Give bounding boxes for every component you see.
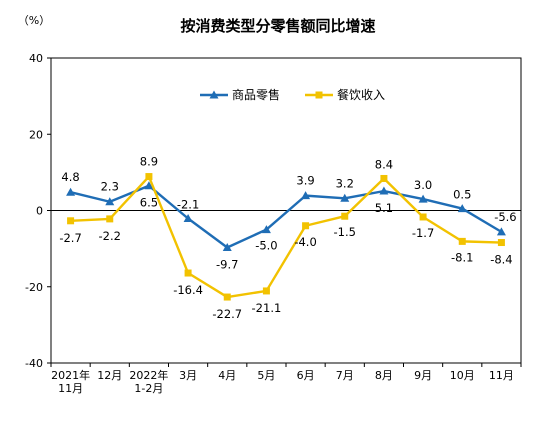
x-tick-label: 12月 — [97, 369, 122, 382]
data-label: 3.0 — [414, 178, 432, 192]
data-label: -4.0 — [294, 235, 316, 249]
x-tick-label: 2022年 — [129, 368, 168, 382]
data-label: -9.7 — [216, 257, 238, 271]
x-tick-label: 3月 — [179, 369, 197, 382]
point-marker-triangle — [418, 194, 428, 203]
data-label: 2.3 — [101, 180, 119, 194]
data-label: -2.7 — [59, 231, 81, 245]
y-tick-label: 20 — [29, 128, 43, 141]
point-marker-square — [458, 237, 466, 245]
series-line — [70, 184, 503, 249]
point-marker-triangle — [144, 181, 154, 190]
point-marker-triangle — [301, 191, 311, 200]
legend: 商品零售 餐饮收入 — [200, 87, 385, 102]
legend-label: 商品零售 — [232, 87, 280, 102]
legend-label: 餐饮收入 — [337, 87, 385, 102]
point-marker-triangle — [496, 227, 506, 236]
x-tick-label: 2021年 — [51, 368, 90, 382]
x-tick-label: 11月 — [58, 382, 83, 395]
point-marker-triangle — [457, 204, 467, 213]
point-marker-triangle — [340, 193, 350, 202]
data-label: -2.2 — [99, 229, 121, 243]
point-marker-triangle — [222, 242, 232, 251]
y-axis-ticks: 40 20 0 -20 -40 — [25, 52, 51, 370]
data-label: -21.1 — [252, 301, 282, 315]
x-tick-label: 6月 — [297, 369, 315, 382]
point-marker-triangle — [379, 186, 389, 195]
x-tick-label: 9月 — [414, 369, 432, 382]
x-tick-label: 1-2月 — [134, 382, 163, 395]
x-tick-label: 8月 — [375, 369, 393, 382]
series-line — [70, 175, 502, 299]
data-label: -1.5 — [334, 225, 356, 239]
y-axis-unit-label: （%） — [18, 14, 50, 27]
x-tick-label: 11月 — [489, 369, 514, 382]
data-label: 8.9 — [140, 155, 158, 169]
data-label: -5.6 — [494, 210, 516, 224]
point-marker-square — [106, 215, 114, 223]
data-label: -8.4 — [490, 253, 512, 267]
data-labels-layer: 4.8 2.3 6.5 -2.1 -9.7 -5.0 3.9 3.2 5.1 3.0 0.5 -5.6… — [59, 155, 516, 321]
data-label: 6.5 — [140, 196, 158, 210]
data-label: -8.1 — [451, 250, 473, 264]
data-label: -5.0 — [255, 239, 277, 253]
point-marker-square — [497, 239, 505, 247]
point-marker-square — [223, 293, 231, 301]
point-marker-square — [302, 222, 310, 230]
data-label: 4.8 — [61, 170, 79, 184]
legend-marker-triangle — [209, 90, 219, 99]
x-tick-label: 4月 — [218, 369, 236, 382]
y-tick-label: 0 — [36, 205, 43, 218]
point-marker-square — [145, 173, 153, 181]
y-tick-label: -20 — [25, 281, 43, 294]
point-marker-square — [184, 269, 192, 277]
y-tick-label: 40 — [29, 52, 43, 65]
data-label: 8.4 — [375, 157, 393, 171]
data-label: 0.5 — [453, 188, 471, 202]
point-marker-square — [341, 212, 349, 220]
point-marker-triangle — [66, 187, 76, 196]
legend-marker-square — [315, 91, 323, 99]
data-label: 5.1 — [375, 201, 393, 215]
point-marker-triangle — [105, 197, 115, 206]
data-label: -1.7 — [412, 226, 434, 240]
point-marker-triangle — [183, 214, 193, 223]
point-marker-triangle — [261, 225, 271, 234]
point-marker-square — [380, 174, 388, 182]
data-label: -22.7 — [212, 307, 242, 321]
data-label: -16.4 — [173, 283, 203, 297]
data-label: -2.1 — [177, 198, 199, 212]
data-label: 3.2 — [336, 176, 354, 190]
chart-title: 按消费类型分零售额同比增速 — [180, 17, 375, 35]
series-layer — [66, 173, 506, 301]
point-marker-square — [67, 217, 75, 225]
point-marker-square — [262, 287, 270, 295]
x-tick-label: 5月 — [257, 369, 275, 382]
point-marker-square — [419, 213, 427, 221]
x-tick-label: 7月 — [336, 369, 354, 382]
data-label: 3.9 — [296, 174, 314, 188]
x-tick-label: 10月 — [450, 369, 475, 382]
y-tick-label: -40 — [25, 357, 43, 370]
